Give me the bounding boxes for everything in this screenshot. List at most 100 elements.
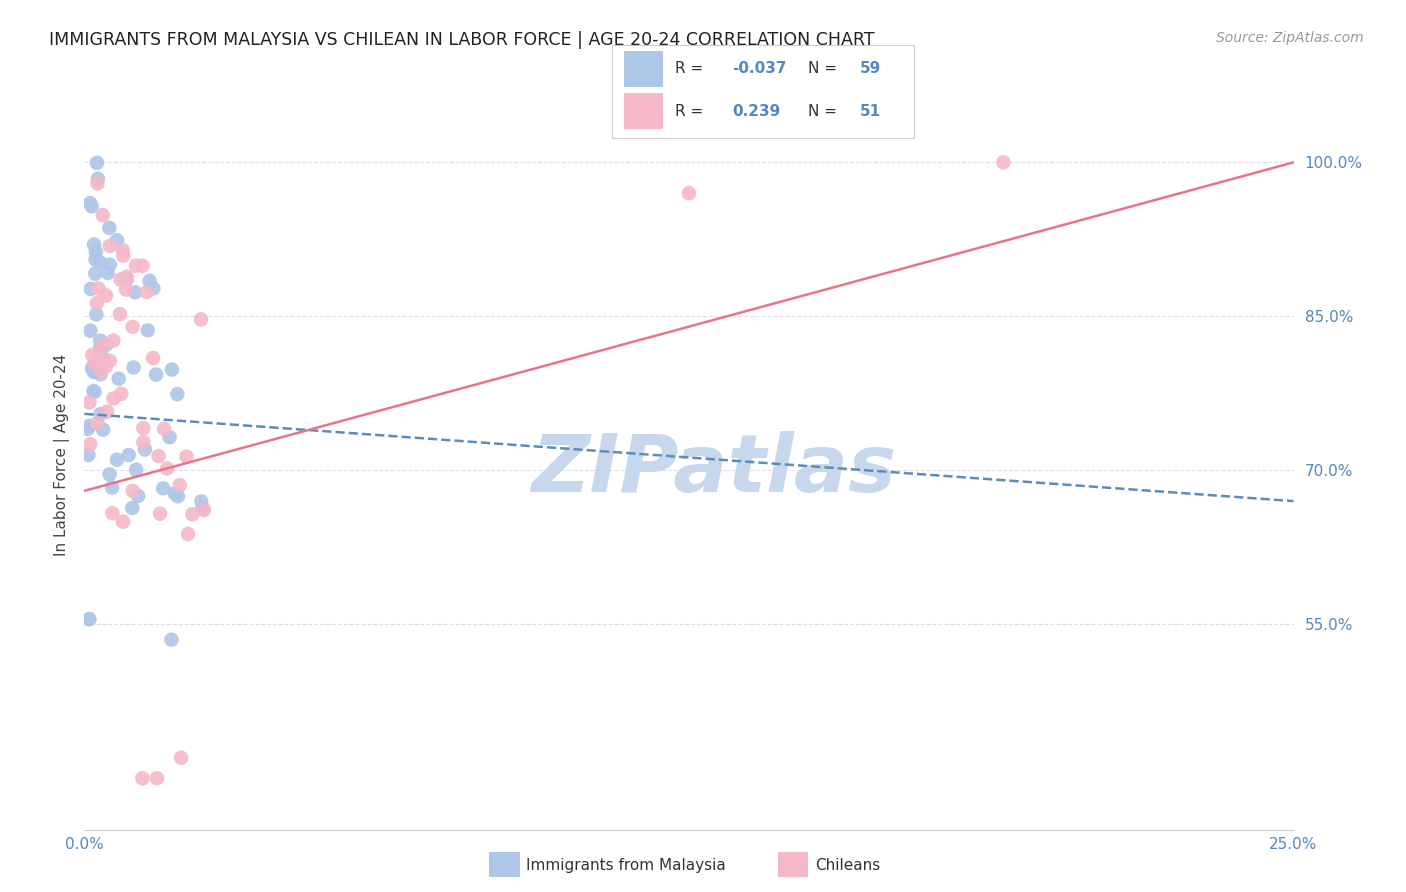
Point [83, 365, 105, 379]
Point [98, 258, 121, 272]
Point [79, 324, 101, 338]
Point [84, 244, 107, 259]
Point [94, 288, 117, 302]
Point [87, 281, 110, 295]
Point [77, 612, 100, 626]
Point [134, 442, 156, 457]
Point [160, 632, 183, 647]
Point [177, 527, 200, 541]
Point [83, 356, 105, 370]
Point [112, 249, 135, 263]
Text: N =: N = [808, 103, 842, 119]
Point [190, 494, 212, 508]
Point [80, 282, 103, 296]
Point [125, 259, 148, 273]
Point [131, 771, 153, 785]
Point [96, 405, 118, 419]
Point [82, 384, 104, 398]
Point [76, 422, 98, 436]
Point [115, 283, 138, 297]
Point [86, 177, 108, 191]
Point [103, 334, 125, 348]
Point [121, 319, 143, 334]
Point [79, 196, 101, 211]
Text: 59: 59 [859, 62, 880, 77]
Point [98, 467, 121, 482]
Point [181, 508, 204, 522]
Point [89, 368, 111, 382]
Point [138, 274, 160, 288]
Point [121, 483, 143, 498]
Point [142, 351, 165, 365]
Text: ZIPatlas: ZIPatlas [530, 431, 896, 509]
Point [148, 449, 170, 463]
Text: N =: N = [808, 62, 842, 77]
Text: R =: R = [675, 62, 709, 77]
Point [83, 237, 105, 252]
Point [190, 312, 212, 326]
Point [156, 461, 179, 475]
Text: R =: R = [675, 103, 709, 119]
Point [132, 421, 155, 435]
Text: 0.239: 0.239 [733, 103, 780, 119]
Point [82, 348, 104, 362]
Point [77, 612, 100, 626]
Point [110, 272, 132, 286]
Point [103, 392, 125, 406]
Point [80, 199, 103, 213]
Point [127, 489, 149, 503]
Point [79, 437, 101, 451]
Point [101, 506, 124, 520]
Point [993, 155, 1015, 169]
Point [79, 418, 101, 433]
Point [93, 338, 115, 352]
Point [160, 362, 183, 376]
Point [135, 285, 157, 299]
Point [152, 481, 174, 495]
Point [169, 478, 191, 492]
Point [136, 323, 159, 337]
Point [98, 353, 121, 368]
Point [83, 384, 105, 399]
Point [132, 435, 155, 450]
Point [678, 186, 700, 201]
Point [94, 338, 117, 352]
Y-axis label: In Labor Force | Age 20-24: In Labor Force | Age 20-24 [55, 354, 70, 556]
Point [105, 233, 128, 247]
Point [91, 423, 114, 437]
Point [97, 266, 120, 280]
Point [80, 361, 103, 376]
Text: 51: 51 [859, 103, 880, 119]
Point [86, 156, 108, 170]
Text: Chileans: Chileans [815, 858, 880, 872]
Point [153, 422, 176, 436]
Point [94, 359, 117, 374]
Text: -0.037: -0.037 [733, 62, 787, 77]
Point [84, 252, 107, 267]
Point [87, 348, 110, 362]
Point [90, 364, 112, 378]
Point [89, 255, 111, 269]
Point [149, 507, 172, 521]
Point [131, 259, 153, 273]
Point [193, 503, 215, 517]
Text: Source: ZipAtlas.com: Source: ZipAtlas.com [1216, 31, 1364, 45]
Point [142, 281, 165, 295]
Point [87, 171, 110, 186]
Point [191, 501, 214, 516]
Point [107, 372, 129, 386]
Point [121, 501, 143, 516]
Point [146, 771, 169, 785]
Point [163, 486, 186, 500]
Point [176, 450, 198, 464]
Point [167, 489, 190, 503]
Text: IMMIGRANTS FROM MALAYSIA VS CHILEAN IN LABOR FORCE | AGE 20-24 CORRELATION CHART: IMMIGRANTS FROM MALAYSIA VS CHILEAN IN L… [49, 31, 875, 49]
Point [170, 750, 193, 764]
Point [110, 386, 132, 401]
Point [115, 269, 138, 284]
Point [124, 285, 146, 300]
Point [91, 208, 114, 222]
Point [105, 452, 128, 467]
Point [125, 463, 148, 477]
Point [86, 296, 108, 310]
